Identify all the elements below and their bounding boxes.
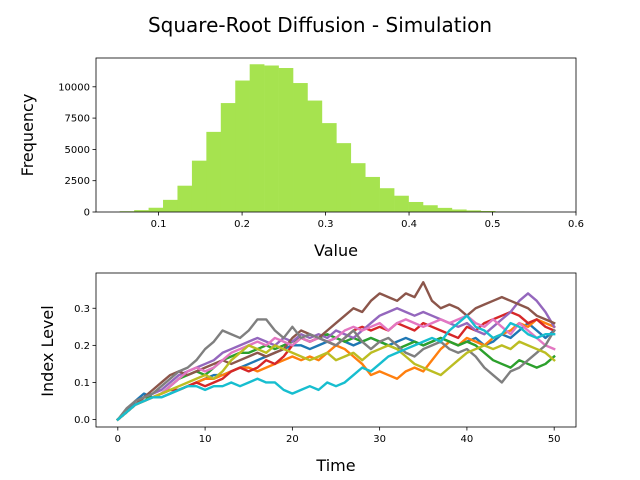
histogram-bar (235, 80, 250, 212)
line-x-tick-label: 20 (286, 434, 299, 445)
line-x-tick-label: 10 (199, 434, 212, 445)
histogram-x-label: Value (314, 241, 358, 260)
line-y-ticks: 0.0 0.1 0.2 0.3 (74, 304, 96, 426)
histogram-frame (95, 57, 577, 213)
histogram-y-label: Frequency (18, 94, 37, 177)
line-x-label: Time (315, 456, 355, 475)
line-frame (95, 272, 577, 428)
line-panel: 0 10 20 30 40 50 0.0 0.1 0.2 0.3 Time Index Leve… (38, 272, 577, 475)
histogram-bar (220, 103, 236, 212)
histogram-bars (119, 64, 554, 212)
line-y-label: Index Level (38, 305, 57, 396)
line-x-tick-label: 40 (461, 434, 474, 445)
histogram-x-tick-label: 0.2 (234, 219, 250, 230)
histogram-bar (307, 100, 323, 212)
histogram-y-tick-label: 10000 (58, 82, 90, 93)
histogram-bar (206, 131, 222, 212)
histogram-bar (336, 143, 352, 212)
histogram-x-tick-label: 0.3 (318, 219, 334, 230)
histogram-bar (264, 65, 279, 212)
histogram-y-tick-label: 5000 (65, 145, 90, 156)
line-y-tick-label: 0.0 (74, 415, 90, 426)
histogram-bar (466, 210, 482, 212)
line-y-tick-label: 0.2 (74, 341, 90, 352)
histogram-y-tick-label: 2500 (65, 176, 90, 187)
line-y-tick-label: 0.1 (74, 378, 90, 389)
histogram-bar (278, 68, 294, 212)
line-x-ticks: 0 10 20 30 40 50 (115, 427, 561, 445)
histogram-bar (163, 199, 178, 212)
histogram-bar (293, 83, 308, 212)
series-line-10 (116, 314, 556, 422)
series-line-7 (116, 314, 556, 422)
series-line-4 (116, 310, 556, 422)
series-line-8 (116, 318, 556, 422)
histogram-y-ticks: 0 2500 5000 7500 10000 (58, 82, 96, 219)
histogram-bar (350, 163, 366, 212)
series-line-9 (116, 340, 556, 422)
histogram-bar (437, 207, 453, 212)
histogram-bar (191, 160, 207, 212)
histogram-bar (134, 210, 149, 212)
histogram-bar (394, 195, 409, 212)
line-x-tick-label: 0 (115, 434, 121, 445)
histogram-panel: 0.1 0.2 0.3 0.4 0.5 0.6 0 2500 5000 7500 10000 Va… (18, 57, 584, 260)
histogram-y-tick-label: 7500 (65, 114, 90, 125)
histogram-bar (148, 207, 164, 212)
line-x-tick-label: 50 (548, 434, 561, 445)
figure-title: Square-Root Diffusion - Simulation (148, 13, 492, 37)
histogram-bar (451, 209, 467, 212)
histogram-bar (379, 188, 395, 212)
histogram-x-tick-label: 0.4 (401, 219, 417, 230)
histogram-x-tick-label: 0.6 (568, 219, 584, 230)
series-line-6 (116, 281, 556, 422)
histogram-bar (422, 205, 438, 212)
histogram-bar (177, 185, 193, 212)
line-series-group (116, 281, 556, 422)
line-y-tick-label: 0.3 (74, 304, 90, 315)
histogram-bar (480, 210, 496, 212)
histogram-bar (321, 123, 337, 212)
histogram-bar (249, 64, 265, 212)
histogram-y-tick-label: 0 (84, 208, 90, 219)
histogram-bar (408, 201, 424, 212)
histogram-x-tick-label: 0.1 (151, 219, 167, 230)
line-x-tick-label: 30 (373, 434, 386, 445)
histogram-x-ticks: 0.1 0.2 0.3 0.4 0.5 0.6 (151, 212, 584, 230)
histogram-bar (365, 176, 380, 212)
histogram-x-tick-label: 0.5 (485, 219, 501, 230)
